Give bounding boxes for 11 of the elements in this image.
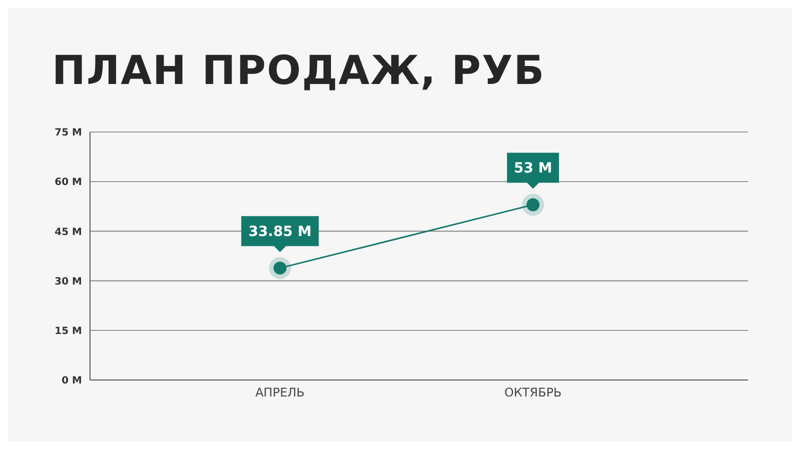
chart-title: ПЛАН ПРОДАЖ, РУБ bbox=[52, 48, 546, 94]
y-tick-label: 60 M bbox=[54, 177, 82, 188]
x-tick-label: ОКТЯБРЬ bbox=[504, 386, 562, 400]
y-tick-label: 0 M bbox=[62, 376, 82, 387]
y-tick-label: 45 M bbox=[54, 226, 82, 238]
data-label: 53 M bbox=[514, 160, 552, 177]
y-tick-label: 15 M bbox=[54, 326, 82, 337]
data-label: 33.85 M bbox=[248, 224, 312, 240]
y-tick-label: 75 M bbox=[54, 128, 82, 139]
x-tick-label: АПРЕЛЬ bbox=[255, 386, 305, 400]
y-tick-label: 30 M bbox=[54, 276, 82, 288]
